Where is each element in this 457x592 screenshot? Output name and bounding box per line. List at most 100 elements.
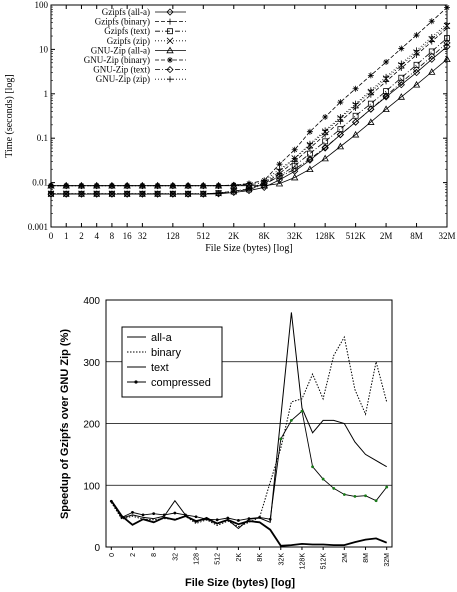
x-tick-label: 2 xyxy=(79,231,84,241)
time-chart-legend: Gzipfs (all-a)Gzipfs (binary)Gzipfs (tex… xyxy=(84,7,186,84)
data-point xyxy=(383,59,390,66)
data-point xyxy=(245,187,253,195)
legend-label: binary xyxy=(151,347,181,359)
y-tick-label: 0.01 xyxy=(32,178,48,188)
data-point xyxy=(184,190,192,198)
speedup-chart-frame xyxy=(105,299,393,548)
data-point xyxy=(78,190,85,198)
legend-label: GNU-Zip (binary) xyxy=(84,55,150,65)
data-point xyxy=(413,47,420,54)
data-point xyxy=(230,187,238,195)
x-tick-label: 512 xyxy=(215,553,222,565)
data-point xyxy=(139,182,146,189)
data-point xyxy=(398,60,405,67)
series-gnu-zip-text xyxy=(47,39,451,190)
x-tick-label: 8K xyxy=(257,553,264,562)
data-point xyxy=(275,173,284,181)
data-point xyxy=(226,516,230,520)
legend-label: Gzipfs (text) xyxy=(104,26,150,36)
data-point xyxy=(185,182,192,189)
y-tick-label: 300 xyxy=(83,358,100,369)
data-point xyxy=(428,52,436,60)
data-point xyxy=(120,515,124,519)
legend-label: GNU-Zip (all-a) xyxy=(91,45,150,55)
data-point xyxy=(444,4,450,11)
data-point xyxy=(108,182,115,189)
legend-label: text xyxy=(151,362,169,374)
data-point xyxy=(364,494,367,498)
data-point xyxy=(237,519,240,522)
data-point xyxy=(383,73,390,80)
speedup-chart: 0 100 200 300 400 0 2 8 32 128 512 2K 8K 32K 128K 512K… xyxy=(59,296,393,589)
legend-marker xyxy=(166,37,174,45)
data-point xyxy=(374,499,378,503)
data-point xyxy=(47,182,55,190)
data-point xyxy=(352,112,359,119)
series-compressed xyxy=(109,409,389,522)
data-point xyxy=(200,190,207,198)
data-point xyxy=(154,182,161,189)
data-point xyxy=(443,39,451,47)
data-point xyxy=(200,182,207,189)
data-point xyxy=(412,66,421,74)
data-point xyxy=(131,511,134,514)
data-point xyxy=(367,118,375,125)
time-chart-x-label: File Size (bytes) [log] xyxy=(205,243,292,254)
legend-marker xyxy=(166,46,174,54)
data-point xyxy=(321,477,325,481)
data-point xyxy=(205,517,209,521)
data-point xyxy=(108,190,116,198)
data-point xyxy=(398,45,405,52)
x-tick-label: 8M xyxy=(363,553,370,563)
legend-marker xyxy=(167,18,173,25)
data-point xyxy=(352,85,359,92)
data-point xyxy=(337,99,344,106)
data-point xyxy=(123,182,131,190)
data-point xyxy=(230,181,238,189)
legend-marker xyxy=(166,66,174,74)
speedup-chart-series xyxy=(109,312,389,547)
data-point xyxy=(428,68,436,75)
x-tick-label: 32M xyxy=(384,553,391,567)
data-point xyxy=(215,518,219,522)
data-point xyxy=(62,182,70,190)
data-point xyxy=(268,517,272,521)
x-tick-label: 32K xyxy=(278,553,285,566)
data-point xyxy=(199,190,207,198)
data-point xyxy=(47,190,55,198)
legend-label: GNU-Zip (zip) xyxy=(96,74,150,84)
data-point xyxy=(275,179,284,187)
data-point xyxy=(169,190,177,198)
x-tick-label: 32 xyxy=(138,231,147,241)
data-point xyxy=(139,190,146,198)
data-point xyxy=(258,515,261,519)
y-tick-label: 0.1 xyxy=(37,133,48,143)
data-point xyxy=(173,511,177,515)
data-point xyxy=(169,190,176,197)
x-tick-label: 128 xyxy=(166,231,180,241)
legend-marker xyxy=(167,28,173,35)
data-point xyxy=(230,182,237,189)
data-point xyxy=(154,190,161,197)
time-chart-y-label: Time (seconds) [log] xyxy=(4,74,15,158)
series-line xyxy=(51,37,448,195)
data-point xyxy=(62,190,70,198)
x-tick-label: 8M xyxy=(410,231,423,241)
data-point xyxy=(413,61,420,68)
data-point xyxy=(48,190,54,197)
data-point xyxy=(397,93,405,100)
x-tick-label: 0 xyxy=(49,231,54,241)
data-point xyxy=(352,100,359,107)
data-point xyxy=(306,140,313,147)
series-line xyxy=(110,500,388,547)
data-point xyxy=(169,182,177,190)
data-point xyxy=(246,180,252,187)
x-tick-label: 128K xyxy=(315,231,336,241)
data-point xyxy=(276,161,283,168)
data-point xyxy=(154,190,162,198)
x-tick-label: 2 xyxy=(130,553,137,557)
data-point xyxy=(276,166,283,173)
data-point xyxy=(428,48,435,55)
data-point xyxy=(169,190,177,198)
